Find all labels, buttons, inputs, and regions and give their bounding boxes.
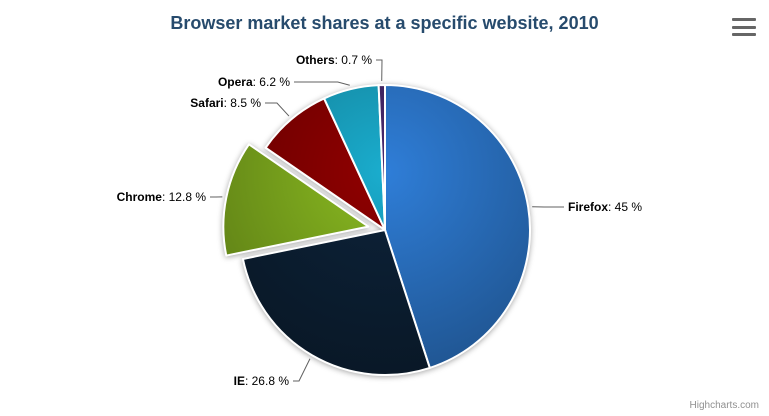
data-label-ie: IE: 26.8 % bbox=[234, 374, 290, 388]
data-label-others: Others: 0.7 % bbox=[296, 53, 372, 67]
data-label-firefox: Firefox: 45 % bbox=[568, 200, 642, 214]
data-label-chrome: Chrome: 12.8 % bbox=[117, 190, 207, 204]
data-label-connector bbox=[294, 81, 350, 86]
data-label-connector bbox=[293, 358, 311, 382]
highcharts-credit-link[interactable]: Highcharts.com bbox=[689, 400, 759, 411]
data-label-connector bbox=[265, 102, 290, 117]
pie-slice-others[interactable] bbox=[377, 84, 386, 231]
pie-slice-ie[interactable] bbox=[241, 229, 431, 376]
data-label-opera: Opera: 6.2 % bbox=[218, 75, 290, 89]
pie-slice-firefox[interactable] bbox=[384, 84, 531, 369]
context-menu-button[interactable] bbox=[729, 16, 759, 38]
data-label-connector bbox=[376, 59, 383, 82]
pie-slice-chrome[interactable] bbox=[222, 143, 370, 257]
chart-title: Browser market shares at a specific webs… bbox=[170, 13, 599, 33]
data-label-safari: Safari: 8.5 % bbox=[190, 96, 261, 110]
